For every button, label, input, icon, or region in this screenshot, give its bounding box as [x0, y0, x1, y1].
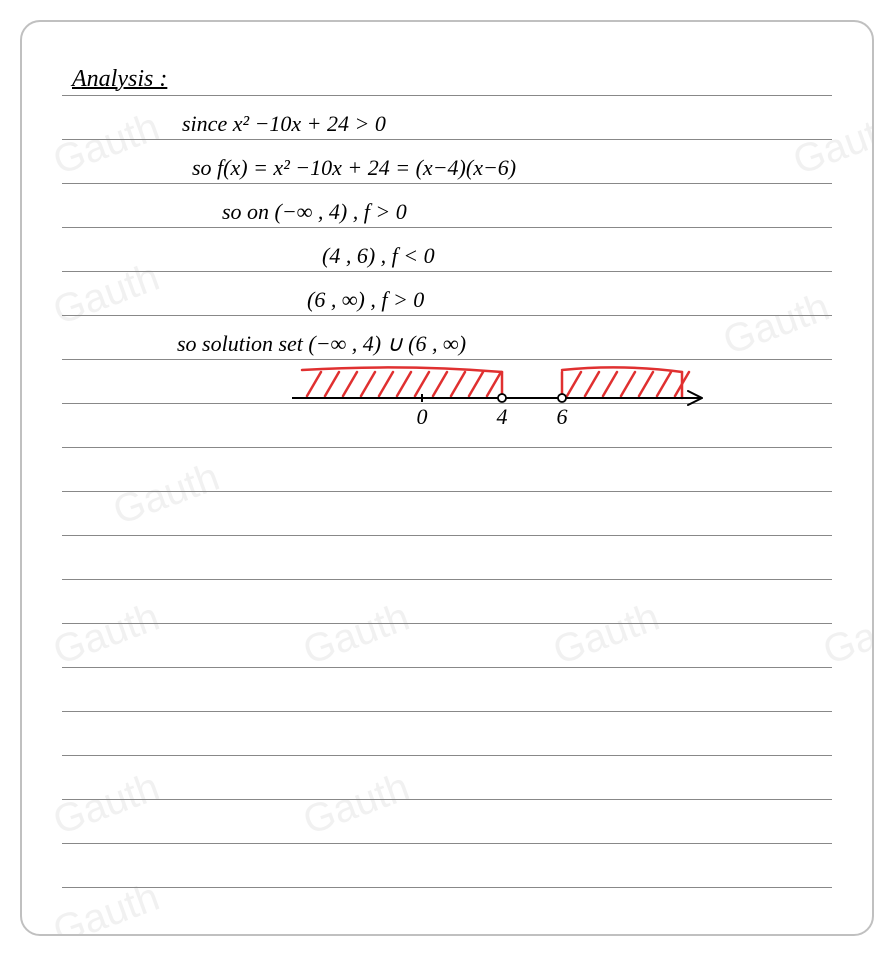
line-6: so solution set (−∞ , 4) ∪ (6 , ∞) — [62, 316, 832, 360]
line-4: (4 , 6) , f < 0 — [62, 228, 832, 272]
empty-line — [62, 448, 832, 492]
line-1: since x² −10x + 24 > 0 — [62, 96, 832, 140]
tick-label-6: 6 — [557, 404, 568, 429]
line-2-text: so f(x) = x² −10x + 24 = (x−4)(x−6) — [192, 155, 516, 181]
line-5-text: (6 , ∞) , f > 0 — [307, 287, 424, 313]
empty-line — [62, 756, 832, 800]
empty-line — [62, 712, 832, 756]
line-3-text: so on (−∞ , 4) , f > 0 — [222, 199, 407, 225]
tick-label-0: 0 — [417, 404, 428, 429]
line-4-text: (4 , 6) , f < 0 — [322, 243, 435, 269]
empty-line — [62, 800, 832, 844]
empty-line — [62, 844, 832, 888]
line-6-text: so solution set (−∞ , 4) ∪ (6 , ∞) — [177, 331, 466, 357]
number-line-diagram: 0 4 6 — [62, 360, 832, 448]
empty-line — [62, 492, 832, 536]
tick-label-4: 4 — [497, 404, 508, 429]
line-1-text: since x² −10x + 24 > 0 — [182, 111, 386, 137]
analysis-title: Analysis : — [72, 66, 167, 93]
title-line: Analysis : — [62, 52, 832, 96]
empty-line — [62, 536, 832, 580]
empty-line — [62, 668, 832, 712]
line-3: so on (−∞ , 4) , f > 0 — [62, 184, 832, 228]
empty-line — [62, 624, 832, 668]
empty-line — [62, 580, 832, 624]
line-2: so f(x) = x² −10x + 24 = (x−4)(x−6) — [62, 140, 832, 184]
notebook-page: GauthGauthGauthGauthGauthGauthGauthGauth… — [20, 20, 874, 936]
number-line-svg: 0 4 6 — [62, 360, 836, 448]
line-5: (6 , ∞) , f > 0 — [62, 272, 832, 316]
